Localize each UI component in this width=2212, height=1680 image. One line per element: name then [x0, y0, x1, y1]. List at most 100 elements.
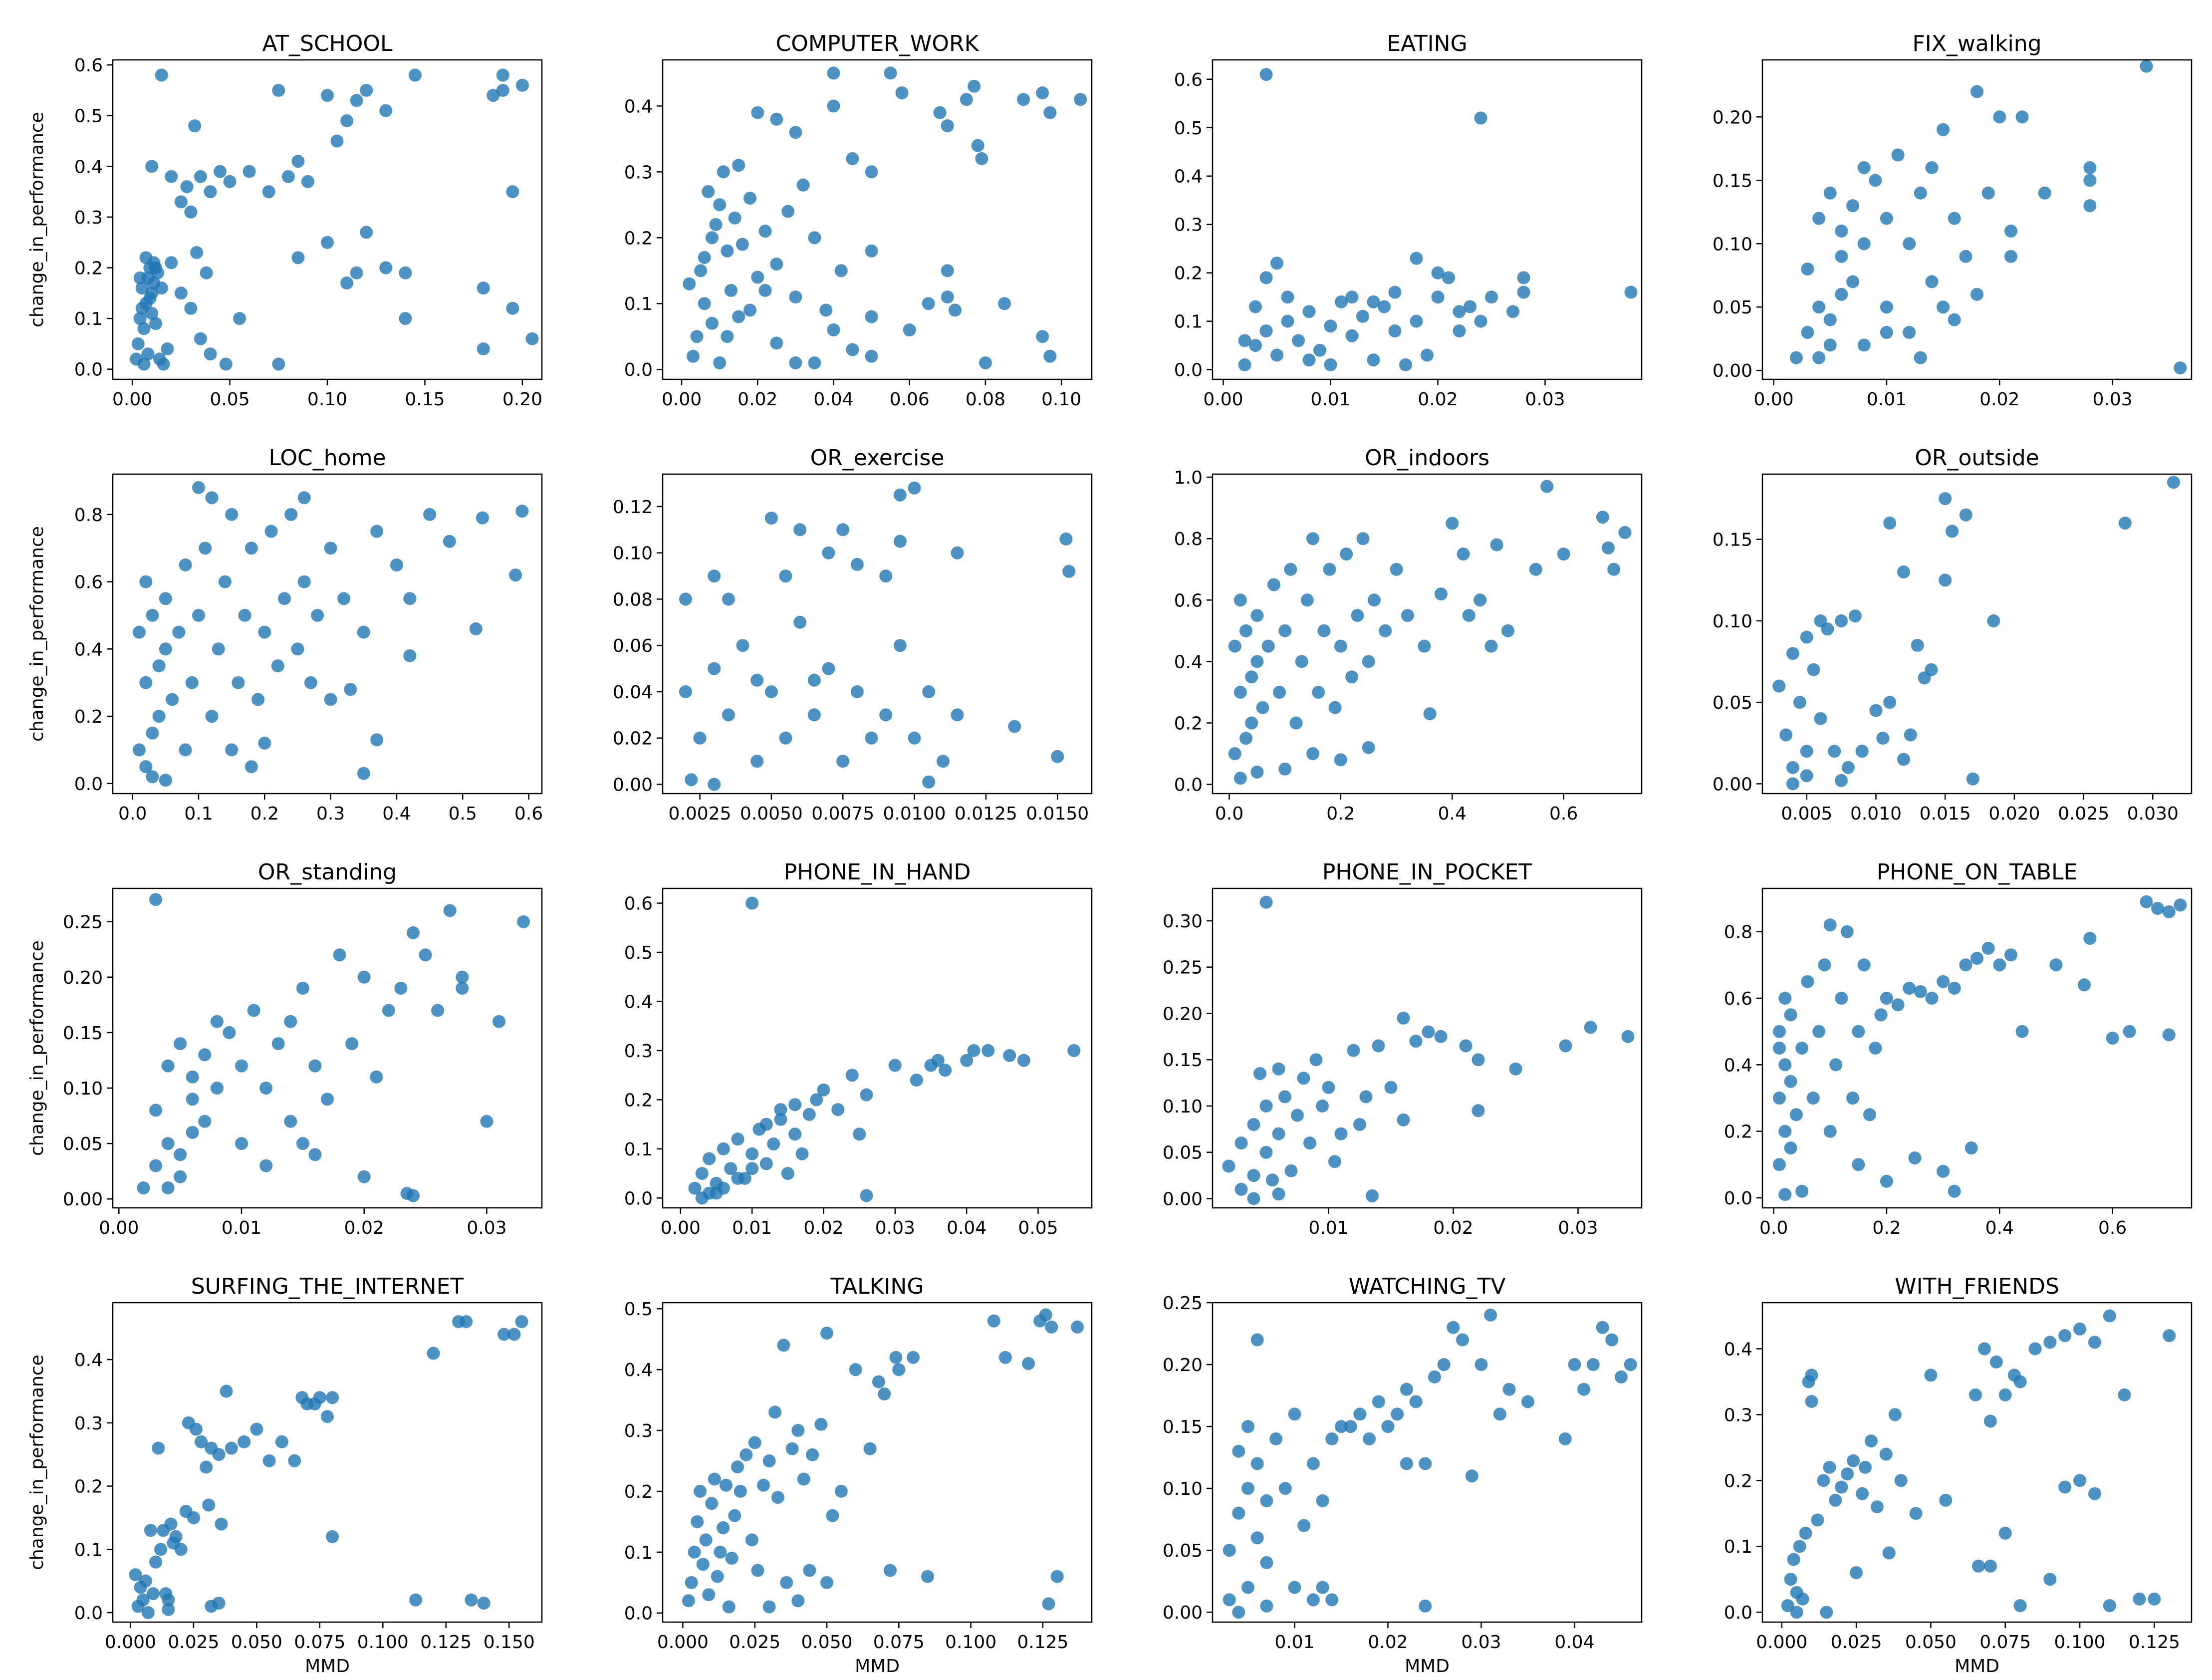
data-point — [1820, 1606, 1833, 1619]
data-point — [1835, 614, 1848, 627]
data-point — [427, 1347, 440, 1360]
y-tick-label: 0.1 — [74, 309, 103, 329]
data-point — [443, 904, 457, 917]
data-point — [1400, 1457, 1413, 1470]
data-point — [1846, 199, 1860, 213]
y-tick-label: 0.5 — [624, 1299, 653, 1320]
data-point — [836, 523, 850, 537]
data-point — [408, 68, 422, 82]
data-point — [2013, 1375, 2027, 1389]
data-point — [779, 731, 792, 745]
x-axis-label: MMD — [855, 1656, 900, 1677]
data-point — [1238, 334, 1251, 347]
data-point — [1232, 1606, 1245, 1619]
data-point — [235, 1059, 248, 1073]
data-point — [1423, 707, 1437, 720]
data-point — [1345, 290, 1359, 304]
y-tick-label: 0.6 — [74, 55, 103, 76]
data-point — [1247, 1118, 1260, 1131]
data-point — [1529, 562, 1542, 576]
data-point — [1859, 1460, 1872, 1474]
y-tick-label: 0.4 — [1724, 1339, 1752, 1360]
y-axis-label: change_in_performance — [27, 1355, 47, 1570]
data-point — [1378, 300, 1391, 313]
data-point — [762, 1454, 776, 1467]
data-point — [1925, 275, 1939, 288]
data-point — [1823, 918, 1837, 932]
data-point — [187, 1511, 200, 1524]
data-point — [1882, 1546, 1896, 1560]
data-point — [971, 139, 984, 152]
data-point — [223, 175, 237, 188]
data-point — [1278, 1482, 1292, 1495]
data-point — [1558, 1432, 1572, 1445]
data-point — [370, 525, 384, 538]
data-point — [2123, 1025, 2136, 1038]
data-point — [1003, 1049, 1016, 1062]
x-tick-label: 0.3 — [316, 804, 345, 824]
data-point — [903, 323, 916, 336]
x-tick-label: 0.0 — [118, 804, 147, 824]
data-point — [1823, 1124, 1837, 1138]
x-tick-label: 0.02 — [1418, 389, 1458, 410]
data-point — [1880, 300, 1893, 314]
axes-frame — [112, 59, 543, 380]
data-point — [1036, 86, 1049, 99]
data-point — [515, 1315, 528, 1328]
y-tick-label: 0.2 — [1174, 713, 1203, 734]
data-point — [1596, 1321, 1609, 1334]
data-point — [162, 1603, 175, 1616]
data-point — [399, 266, 412, 280]
x-tick-label: 0.10 — [1041, 389, 1081, 410]
data-point — [1865, 1434, 1878, 1448]
data-point — [2073, 1322, 2086, 1336]
data-point — [679, 685, 692, 698]
data-point — [1784, 1141, 1797, 1154]
data-point — [258, 736, 271, 750]
data-point — [789, 290, 802, 304]
data-point — [133, 312, 147, 325]
x-axis-label: MMD — [1955, 1656, 1999, 1677]
data-point — [139, 676, 153, 689]
data-point — [159, 774, 172, 787]
data-point — [705, 1497, 719, 1510]
data-point — [487, 89, 500, 102]
data-point — [1272, 1187, 1285, 1201]
data-point — [161, 1137, 175, 1150]
data-point — [1300, 593, 1314, 607]
data-point — [703, 1152, 716, 1165]
data-point — [949, 303, 962, 317]
data-point — [340, 114, 354, 127]
y-tick-label: 0.4 — [1174, 167, 1203, 187]
data-point — [679, 592, 692, 606]
y-tick-label: 0.8 — [1724, 922, 1752, 943]
data-point — [259, 1082, 273, 1095]
y-tick-label: 0.25 — [63, 912, 103, 933]
data-point — [1297, 1072, 1310, 1085]
y-tick-label: 0.3 — [624, 1421, 653, 1441]
data-point — [1493, 1407, 1506, 1421]
data-point — [1880, 212, 1893, 225]
data-point — [149, 1104, 162, 1117]
data-point — [1772, 1158, 1786, 1171]
x-tick-label: 0.000 — [1756, 1632, 1807, 1653]
subplot-phone-in-hand: PHONE_IN_HAND 0.00 0.01 0.02 0.03 0.04 0.05 0.0… — [624, 859, 1093, 1238]
data-point — [1232, 1506, 1245, 1520]
x-tick-label: 0.2 — [1872, 1218, 1901, 1238]
data-point — [708, 569, 721, 583]
data-point — [745, 896, 759, 910]
y-tick-label: 0.0 — [1174, 775, 1203, 796]
data-point — [1400, 1383, 1413, 1396]
data-point — [1409, 1035, 1423, 1048]
data-point — [1778, 1188, 1792, 1201]
data-point — [507, 1328, 521, 1341]
data-point — [1891, 148, 1905, 162]
data-point — [1812, 351, 1826, 364]
x-tick-label: 0.04 — [813, 389, 853, 410]
x-tick-label: 0.03 — [1525, 389, 1565, 410]
data-point — [1989, 1355, 2003, 1369]
data-point — [192, 481, 205, 494]
x-tick-label: 0.00 — [112, 389, 152, 410]
data-point — [748, 1436, 761, 1449]
y-tick-label: 0.5 — [1174, 118, 1203, 139]
